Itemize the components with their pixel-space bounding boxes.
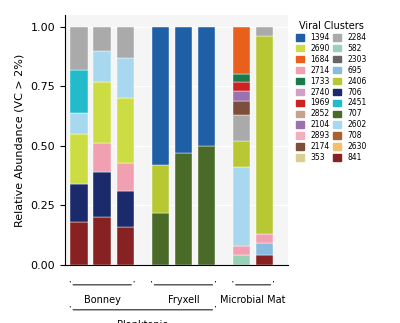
Text: Bonney: Bonney xyxy=(84,295,121,305)
Bar xyxy=(256,255,274,265)
Bar xyxy=(256,36,274,234)
Bar xyxy=(152,27,169,165)
Bar xyxy=(70,70,88,112)
Bar xyxy=(198,146,216,265)
Text: Planktonic: Planktonic xyxy=(118,320,168,323)
Bar xyxy=(117,227,134,265)
Bar xyxy=(233,115,250,141)
Bar xyxy=(117,98,134,162)
Bar xyxy=(233,101,250,115)
Text: Fryxell: Fryxell xyxy=(168,295,199,305)
Bar xyxy=(117,58,134,98)
Bar xyxy=(94,143,111,172)
Bar xyxy=(70,112,88,134)
Bar xyxy=(70,184,88,222)
Bar xyxy=(94,82,111,143)
Bar xyxy=(152,213,169,265)
Bar xyxy=(233,141,250,167)
Text: Microbial Mat: Microbial Mat xyxy=(220,295,286,305)
Bar xyxy=(256,27,274,36)
Y-axis label: Relative Abundance (VC > 2%): Relative Abundance (VC > 2%) xyxy=(15,53,25,226)
Bar xyxy=(70,222,88,265)
Bar xyxy=(233,246,250,255)
Bar xyxy=(94,27,111,51)
Bar xyxy=(117,191,134,227)
Bar xyxy=(233,27,250,75)
Bar xyxy=(233,91,250,101)
Bar xyxy=(117,162,134,191)
Bar xyxy=(233,167,250,246)
Bar xyxy=(256,244,274,255)
Bar xyxy=(94,217,111,265)
Bar xyxy=(198,27,216,146)
Bar xyxy=(175,153,192,265)
Bar xyxy=(233,82,250,91)
Bar xyxy=(94,172,111,217)
Bar xyxy=(152,165,169,213)
Bar xyxy=(233,255,250,265)
Bar xyxy=(256,234,274,244)
Bar xyxy=(70,27,88,70)
Bar xyxy=(175,27,192,153)
Bar xyxy=(70,134,88,184)
Bar xyxy=(94,51,111,82)
Bar xyxy=(117,27,134,58)
Legend: 1394, 2690, 1684, 2714, 1733, 2740, 1969, 2852, 2104, 2893, 2174, 353, 2284, 582: 1394, 2690, 1684, 2714, 1733, 2740, 1969… xyxy=(294,19,369,164)
Bar xyxy=(233,75,250,82)
